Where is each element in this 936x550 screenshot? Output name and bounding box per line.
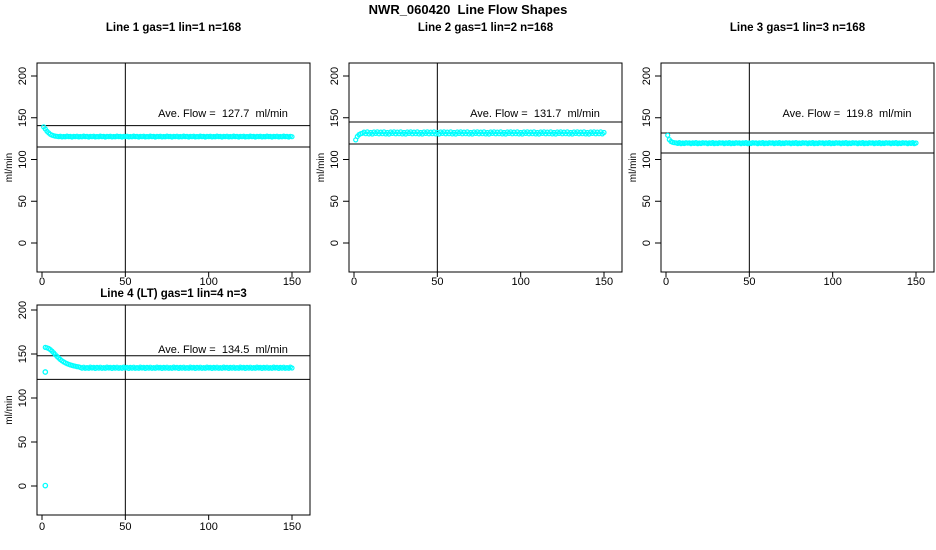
y-tick-label: 100 [17,389,29,407]
y-tick-label: 100 [17,150,29,168]
panel-line-3: Line 3 gas=1 lin=3 n=168 0 50 100 150 0 50 100… [624,18,936,288]
plot-box [348,62,623,273]
panel-line-1-title: Line 1 gas=1 lin=1 n=168 [105,22,242,34]
y-axis-label: ml/min [4,395,15,424]
data-point [289,134,295,140]
y-axis-label: ml/min [4,153,15,182]
y-tick-label: 200 [17,67,29,85]
x-tick-label: 150 [283,276,301,288]
x-tick-label: 0 [351,276,357,288]
panel-line-4-title: Line 4 (LT) gas=1 lin=4 n=3 [100,288,247,300]
x-tick-label: 0 [663,276,669,288]
y-tick-label: 150 [17,345,29,363]
y-tick-label: 150 [329,109,341,127]
outlier-point [42,369,49,375]
y-tick-label: 0 [17,483,29,489]
ave-flow-annotation: Ave. Flow = 131.7 ml/min [470,108,600,120]
y-tick-label: 50 [17,436,29,448]
ave-flow-annotation: Ave. Flow = 119.8 ml/min [783,108,912,120]
line-3-plot: 0 50 100 150 0 50 100 150 200 ml/min Ave. Flow = 1… [628,62,935,288]
data-point [665,132,671,138]
y-tick-label: 200 [17,301,29,319]
plot-box [36,304,311,516]
data-point [289,365,295,371]
x-tick-label: 50 [431,276,443,288]
plot-box [660,62,935,273]
x-tick-label: 50 [119,521,131,533]
y-tick-label: 200 [641,67,653,85]
y-axis-label: ml/min [628,153,639,182]
panel-line-1: Line 1 gas=1 lin=1 n=168 0 50 100 150 0 50 100… [0,18,312,288]
panel-line-4: Line 4 (LT) gas=1 lin=4 n=3 0 50 100 150 0 50… [0,288,312,540]
plot-box [36,62,311,273]
x-tick-label: 50 [119,276,131,288]
outlier-point [42,482,49,489]
ave-flow-annotation: Ave. Flow = 127.7 ml/min [158,108,288,120]
y-tick-label: 100 [641,150,653,168]
panel-line-2: Line 2 gas=1 lin=2 n=168 0 50 100 150 0 50 100… [312,18,624,288]
x-tick-label: 150 [283,521,301,533]
line-4-plot: 0 50 100 150 0 50 100 150 200 ml/min Ave. Flow = 1… [4,301,311,533]
line-2-plot: 0 50 100 150 0 50 100 150 200 ml/min Ave. Flow = 1… [316,62,623,288]
panel-line-2-title: Line 2 gas=1 lin=2 n=168 [417,22,554,34]
y-tick-label: 50 [329,195,341,207]
y-tick-label: 50 [641,195,653,207]
panel-line-3-title: Line 3 gas=1 lin=3 n=168 [729,22,866,34]
data-point [913,140,919,146]
y-tick-label: 50 [17,195,29,207]
figure-title: NWR_060420 Line Flow Shapes [368,2,568,17]
y-tick-label: 0 [329,240,341,246]
y-tick-label: 200 [329,67,341,85]
y-tick-label: 150 [641,109,653,127]
x-tick-label: 100 [511,276,529,288]
x-tick-label: 100 [823,276,841,288]
line-1-plot: 0 50 100 150 0 50 100 150 200 ml/min Ave. Flow = 1… [4,62,311,288]
ave-flow-annotation: Ave. Flow = 134.5 ml/min [158,344,288,356]
x-tick-label: 100 [199,521,217,533]
x-tick-label: 150 [907,276,925,288]
y-axis-label: ml/min [316,153,327,182]
y-tick-label: 0 [641,240,653,246]
x-tick-label: 50 [743,276,755,288]
y-tick-label: 0 [17,240,29,246]
x-tick-label: 0 [39,276,45,288]
x-tick-label: 100 [199,276,217,288]
x-tick-label: 0 [39,521,45,533]
y-tick-label: 150 [17,109,29,127]
data-point [601,129,607,136]
x-tick-label: 150 [595,276,613,288]
y-tick-label: 100 [329,150,341,168]
